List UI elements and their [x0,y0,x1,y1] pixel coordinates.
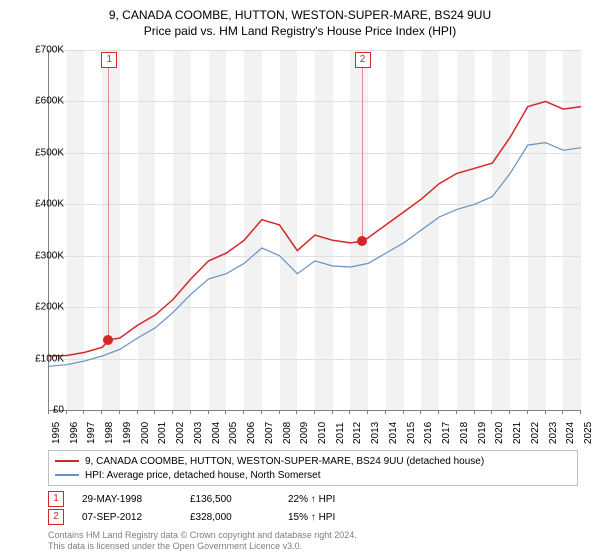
legend-row: 9, CANADA COOMBE, HUTTON, WESTON-SUPER-M… [55,454,571,468]
x-axis-label: 2024 [565,422,576,444]
x-axis-label: 2002 [175,422,186,444]
x-axis-label: 2018 [459,422,470,444]
x-axis-label: 2011 [335,422,346,444]
x-axis-label: 2004 [211,422,222,444]
event-marker-icon: 1 [48,491,64,507]
x-axis-label: 2016 [423,422,434,444]
event-row: 2 07-SEP-2012 £328,000 15% ↑ HPI [48,508,335,526]
x-axis-label: 1996 [69,422,80,444]
y-axis-label: £0 [24,405,64,416]
x-axis-label: 2025 [583,422,594,444]
footer-line: This data is licensed under the Open Gov… [48,541,357,552]
chart-marker-dot [103,335,113,345]
series-line-red [49,101,581,356]
legend-swatch-red [55,460,79,462]
chart-marker-box: 2 [355,52,371,68]
x-axis-label: 2010 [317,422,328,444]
title-block: 9, CANADA COOMBE, HUTTON, WESTON-SUPER-M… [0,0,600,38]
x-axis-label: 2017 [441,422,452,444]
x-axis-label: 2020 [494,422,505,444]
chart-marker-dot [357,236,367,246]
x-axis-label: 2013 [370,422,381,444]
x-axis-label: 2000 [140,422,151,444]
x-axis-label: 2007 [264,422,275,444]
legend-row: HPI: Average price, detached house, Nort… [55,468,571,482]
x-axis-label: 2009 [299,422,310,444]
chart-plot-area [48,50,581,411]
events-block: 1 29-MAY-1998 £136,500 22% ↑ HPI 2 07-SE… [48,490,335,526]
x-axis-label: 2005 [228,422,239,444]
title-subtitle: Price paid vs. HM Land Registry's House … [0,24,600,38]
chart-marker-box: 1 [101,52,117,68]
x-axis-label: 1997 [86,422,97,444]
event-date: 07-SEP-2012 [82,512,172,523]
x-axis-label: 2015 [406,422,417,444]
x-axis-label: 2003 [193,422,204,444]
event-price: £136,500 [190,494,270,505]
y-axis-label: £400K [24,199,64,210]
y-axis-label: £200K [24,302,64,313]
series-line-blue [49,143,581,367]
legend-swatch-blue [55,474,79,476]
y-axis-label: £300K [24,250,64,261]
legend-label: HPI: Average price, detached house, Nort… [85,470,321,481]
legend-box: 9, CANADA COOMBE, HUTTON, WESTON-SUPER-M… [48,450,578,486]
x-axis-label: 2022 [530,422,541,444]
x-axis-label: 2006 [246,422,257,444]
y-axis-label: £600K [24,96,64,107]
x-axis-label: 2021 [512,422,523,444]
event-price: £328,000 [190,512,270,523]
event-marker-icon: 2 [48,509,64,525]
y-axis-label: £100K [24,353,64,364]
x-axis-label: 2001 [157,422,168,444]
x-axis-label: 2014 [388,422,399,444]
footer-line: Contains HM Land Registry data © Crown c… [48,530,357,541]
x-axis-label: 2023 [548,422,559,444]
x-axis-label: 2019 [477,422,488,444]
x-axis-label: 1995 [51,422,62,444]
y-axis-label: £500K [24,147,64,158]
title-address: 9, CANADA COOMBE, HUTTON, WESTON-SUPER-M… [0,8,600,22]
y-axis-label: £700K [24,45,64,56]
chart-container: 9, CANADA COOMBE, HUTTON, WESTON-SUPER-M… [0,0,600,560]
x-axis-label: 2008 [282,422,293,444]
x-axis-label: 1999 [122,422,133,444]
x-axis-label: 2012 [352,422,363,444]
event-date: 29-MAY-1998 [82,494,172,505]
event-delta: 15% ↑ HPI [288,512,335,523]
footer-attribution: Contains HM Land Registry data © Crown c… [48,530,357,552]
x-axis-label: 1998 [104,422,115,444]
event-delta: 22% ↑ HPI [288,494,335,505]
event-row: 1 29-MAY-1998 £136,500 22% ↑ HPI [48,490,335,508]
chart-svg [49,50,581,410]
legend-label: 9, CANADA COOMBE, HUTTON, WESTON-SUPER-M… [85,456,484,467]
